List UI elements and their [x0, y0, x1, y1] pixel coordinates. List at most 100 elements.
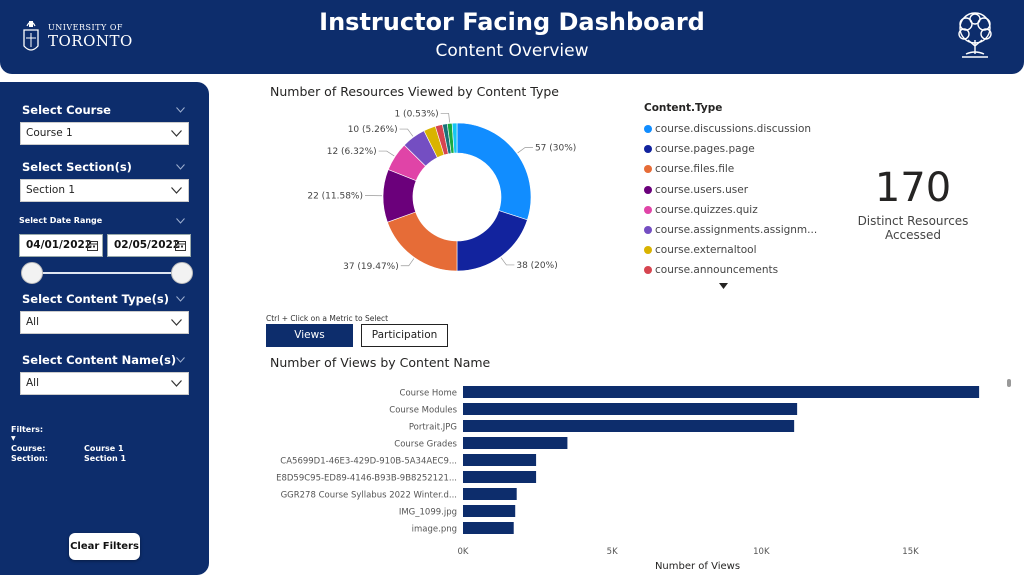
- filter-section-value: Section 1: [84, 454, 127, 463]
- donut-chart-title: Number of Resources Viewed by Content Ty…: [270, 84, 559, 99]
- legend-label: course.files.file: [655, 163, 735, 176]
- chevron-down-icon: [171, 130, 182, 137]
- donut-leader-line: [517, 147, 533, 154]
- calendar-icon[interactable]: [87, 240, 98, 251]
- legend-color-swatch: [644, 125, 652, 134]
- page-title: Instructor Facing Dashboard: [319, 8, 705, 36]
- donut-data-label: 12 (6.32%): [327, 147, 377, 157]
- section-dropdown[interactable]: Section 1: [20, 179, 189, 202]
- donut-legend: Content.Type course.discussions.discussi…: [644, 102, 817, 281]
- bar[interactable]: [463, 403, 798, 415]
- content-name-label: Select Content Name(s): [22, 353, 177, 367]
- bar-category-label: Course Modules: [389, 406, 457, 416]
- content-type-dropdown-value: All: [26, 316, 40, 328]
- legend-label: course.pages.page: [655, 143, 755, 156]
- chevron-down-icon[interactable]: [176, 164, 185, 170]
- x-tick-label: 15K: [902, 547, 919, 557]
- content-type-label: Select Content Type(s): [22, 292, 170, 306]
- clear-filters-button[interactable]: Clear Filters: [69, 533, 140, 560]
- calendar-icon[interactable]: [175, 240, 186, 251]
- section-dropdown-value: Section 1: [26, 184, 76, 196]
- legend-item[interactable]: course.quizzes.quiz: [644, 200, 817, 220]
- donut-leader-line: [500, 257, 515, 266]
- legend-item[interactable]: course.discussions.discussion: [644, 119, 817, 139]
- legend-item[interactable]: course.announcements: [644, 260, 817, 280]
- donut-data-label: 57 (30%): [535, 144, 576, 154]
- filter-section-key: Section:: [11, 454, 48, 463]
- donut-leader-line: [440, 113, 450, 123]
- bar-category-label: GGR278 Course Syllabus 2022 Winter.d...: [281, 491, 457, 501]
- bar[interactable]: [463, 488, 517, 500]
- start-date-input[interactable]: 04/01/2022: [19, 234, 103, 257]
- donut-data-label: 22 (11.58%): [307, 192, 363, 202]
- date-slider-track[interactable]: [31, 272, 182, 274]
- chevron-down-icon[interactable]: [176, 218, 185, 224]
- caret-down-icon[interactable]: ▼: [11, 435, 16, 442]
- bar[interactable]: [463, 505, 516, 517]
- participation-button[interactable]: Participation: [361, 324, 448, 347]
- content-type-dropdown[interactable]: All: [20, 311, 189, 334]
- course-dropdown-value: Course 1: [26, 127, 73, 139]
- date-slider-end-handle[interactable]: [171, 262, 193, 284]
- kpi-label: Distinct Resources Accessed: [857, 214, 969, 242]
- content-name-dropdown-value: All: [26, 377, 40, 389]
- scrollbar[interactable]: [1007, 379, 1011, 387]
- donut-data-label: 10 (5.26%): [348, 125, 398, 135]
- legend-label: course.assignments.assignm...: [655, 224, 818, 237]
- metric-hint: Ctrl + Click on a Metric to Select: [266, 314, 389, 323]
- legend-item[interactable]: course.files.file: [644, 159, 817, 179]
- bar[interactable]: [463, 437, 568, 449]
- bar-category-label: Course Grades: [394, 440, 457, 450]
- donut-slice[interactable]: [451, 122, 458, 154]
- legend-color-swatch: [644, 205, 652, 214]
- donut-leader-line: [399, 128, 414, 137]
- chevron-down-icon[interactable]: [176, 357, 185, 363]
- start-date-value: 04/01/2022: [26, 239, 93, 251]
- caret-down-icon[interactable]: [719, 283, 728, 289]
- course-dropdown[interactable]: Course 1: [20, 122, 189, 145]
- chevron-down-icon: [171, 187, 182, 194]
- x-tick-label: 0K: [458, 547, 469, 557]
- x-tick-label: 10K: [753, 547, 770, 557]
- legend-item[interactable]: course.users.user: [644, 180, 817, 200]
- content-name-dropdown[interactable]: All: [20, 372, 189, 395]
- end-date-input[interactable]: 02/05/2022: [107, 234, 191, 257]
- chevron-down-icon[interactable]: [176, 296, 185, 302]
- course-label: Select Course: [22, 103, 111, 117]
- legend-color-swatch: [644, 226, 652, 235]
- logo-small-text: UNIVERSITY OF: [48, 22, 123, 32]
- bar-category-label: CA5699D1-46E3-429D-910B-5A34AEC9...: [280, 457, 457, 467]
- bar[interactable]: [463, 454, 537, 466]
- filters-title: Filters:: [11, 425, 44, 434]
- filter-course-row: Course: Course 1: [11, 444, 124, 453]
- filter-section-row: Section: Section 1: [11, 454, 126, 463]
- filter-course-key: Course:: [11, 444, 46, 453]
- legend-label: course.users.user: [655, 183, 749, 196]
- legend-item[interactable]: course.pages.page: [644, 139, 817, 159]
- views-button[interactable]: Views: [266, 324, 353, 347]
- legend-label: course.quizzes.quiz: [655, 203, 758, 216]
- donut-data-label: 38 (20%): [516, 261, 557, 271]
- legend-label: course.discussions.discussion: [655, 123, 812, 136]
- donut-leader-line: [400, 258, 415, 267]
- donut-chart[interactable]: 57 (30%) 38 (20%) 37 (19.47%) 22 (11.58%) 12…: [300, 100, 600, 285]
- donut-data-label: 37 (19.47%): [343, 262, 399, 272]
- donut-leader-line: [378, 150, 395, 157]
- bar-category-label: Portrait.JPG: [409, 423, 457, 433]
- donut-slice[interactable]: [456, 122, 532, 221]
- bar[interactable]: [463, 420, 795, 432]
- crest-icon: [23, 21, 39, 51]
- legend-color-swatch: [644, 266, 652, 275]
- bar[interactable]: [463, 471, 537, 483]
- bar-chart-title: Number of Views by Content Name: [270, 355, 491, 370]
- legend-color-swatch: [644, 185, 652, 194]
- legend-item[interactable]: course.assignments.assignm...: [644, 220, 817, 240]
- chevron-down-icon[interactable]: [176, 107, 185, 113]
- bar-chart[interactable]: Course Home Course Modules Portrait.JPG Cou…: [260, 380, 1000, 575]
- legend-item[interactable]: course.externaltool: [644, 240, 817, 260]
- bar[interactable]: [463, 522, 514, 534]
- bar[interactable]: [463, 386, 980, 398]
- university-logo: UNIVERSITY OF TORONTO: [22, 16, 133, 56]
- date-slider-start-handle[interactable]: [21, 262, 43, 284]
- legend-color-swatch: [644, 145, 652, 154]
